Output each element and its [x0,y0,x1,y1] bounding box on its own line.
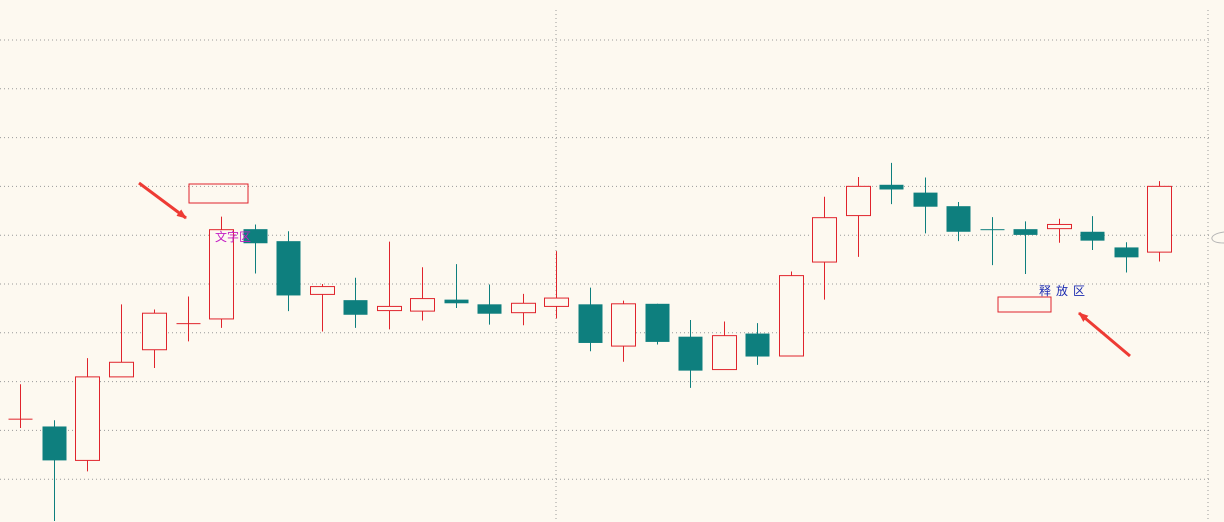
candle-body [142,312,167,351]
candle-body [477,304,502,314]
candle [209,216,234,328]
candle [1080,216,1105,251]
candle-body [645,303,670,342]
candle-body [444,299,469,304]
release-zone-label: 释放区 [1039,284,1091,298]
candle [377,241,402,330]
candle [544,251,569,319]
candle [8,384,33,429]
candle [879,162,904,205]
candle-body [1047,223,1072,230]
candle [846,176,871,257]
candle [712,321,737,371]
candles [8,162,1172,521]
candle-body [75,376,100,461]
candle [578,287,603,352]
candle-body [913,192,938,207]
candle [109,304,134,378]
candle-body [410,298,435,312]
candle-body [276,241,301,296]
candle [310,283,335,332]
candle [410,267,435,321]
release-zone-box [997,296,1052,313]
candle [812,196,837,300]
candle-body [712,335,737,371]
candle-body [544,297,569,307]
candle [779,271,804,357]
candle-body [611,303,636,347]
candle-body [745,333,770,357]
candle-body [1147,185,1172,253]
text-zone-arrow [138,181,187,220]
candle [511,293,536,326]
candle-body [578,304,603,343]
edge-handle-icon [1211,231,1224,244]
candle-body [243,229,268,244]
text-zone-label: 文字区 [215,230,252,244]
annotations [138,181,1224,358]
candle-body [377,305,402,312]
candle-body [779,275,804,357]
candle-body [42,426,67,461]
candle-body [980,229,1005,231]
grid [0,10,1212,522]
candle [913,177,938,234]
candle-body [176,323,201,325]
release-zone-arrow [1078,311,1131,358]
candle-body [511,302,536,314]
candle [745,323,770,365]
candle-body [343,300,368,315]
candle [611,300,636,362]
candle-body [678,336,703,371]
candle-body [812,217,837,263]
candle-body [946,206,971,232]
candle-body [109,361,134,378]
candle [946,202,971,242]
candle [645,303,670,345]
candle [42,420,67,521]
candle [1114,242,1139,273]
candle [444,264,469,308]
text-zone-box [188,183,249,204]
candle [142,309,167,369]
candle [477,284,502,325]
candle [1047,218,1072,243]
candle-body [310,286,335,295]
candle-body [1013,229,1038,235]
candle [276,231,301,312]
candle-body [1114,247,1139,258]
candle-body [846,185,871,217]
candle-body [8,418,33,420]
candle [243,224,268,274]
candle [1013,221,1038,275]
candle-body [1080,231,1105,241]
candle-body [209,229,234,320]
candle [1147,181,1172,262]
candle [343,277,368,328]
candle [75,358,100,472]
candle [980,217,1005,266]
candle [176,296,201,342]
candle [678,319,703,388]
candle-body [879,184,904,190]
